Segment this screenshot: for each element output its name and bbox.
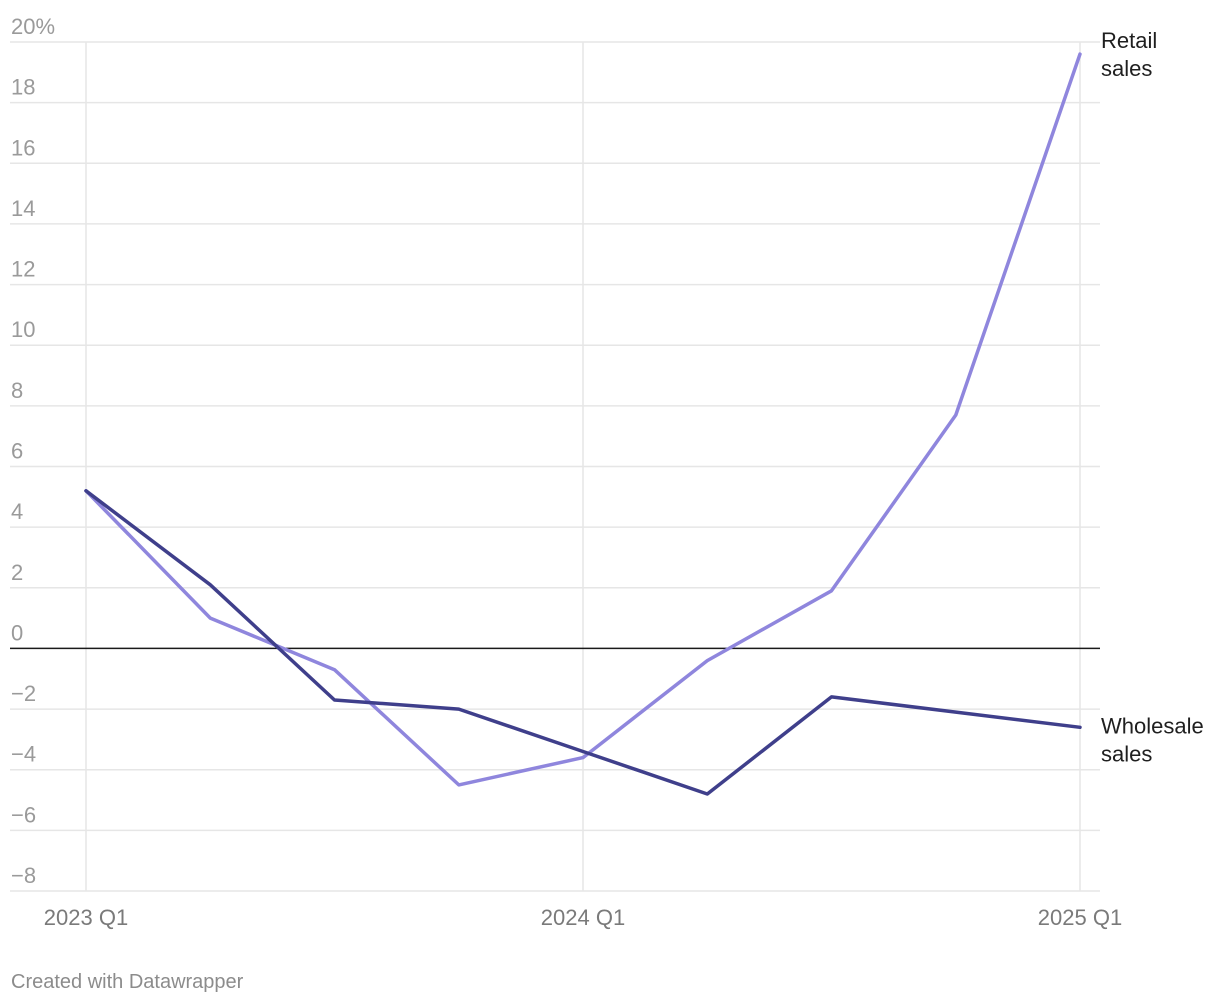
series-line-wholesale-sales	[84, 489, 1082, 796]
y-tick-label: 8	[11, 378, 23, 403]
y-tick-label: 14	[11, 196, 35, 221]
y-tick-label: 6	[11, 439, 23, 464]
horizontal-gridlines	[10, 41, 1100, 892]
y-tick-label: −4	[11, 742, 36, 767]
y-tick-label: 0	[11, 620, 23, 645]
y-tick-label: 4	[11, 499, 23, 524]
x-axis-tick-labels: 2023 Q1 2024 Q1 2025 Q1	[44, 905, 1122, 930]
y-tick-label: −2	[11, 681, 36, 706]
y-tick-label: 16	[11, 135, 35, 160]
y-tick-label: 12	[11, 257, 35, 282]
series-label-line: sales	[1101, 741, 1152, 766]
series-label-line: sales	[1101, 56, 1152, 81]
vertical-gridlines	[85, 42, 1081, 891]
y-tick-label: −8	[11, 863, 36, 888]
series-label-wholesale-sales: Wholesale sales	[1101, 713, 1204, 766]
y-tick-label: −6	[11, 802, 36, 827]
series-line-retail-sales	[84, 52, 1082, 787]
series-lines	[84, 52, 1082, 796]
y-tick-label: 18	[11, 75, 35, 100]
y-tick-label: 10	[11, 317, 35, 342]
series-label-retail-sales: Retail sales	[1101, 28, 1157, 81]
line-chart: 20% 18 16 14 12 10 8 6 4 2 0 −2 −4 −6 −8 2023 Q1 2024 Q…	[10, 14, 1204, 930]
x-tick-label: 2025 Q1	[1038, 905, 1122, 930]
series-label-line: Wholesale	[1101, 713, 1204, 738]
y-tick-label: 2	[11, 560, 23, 585]
series-label-line: Retail	[1101, 28, 1157, 53]
y-tick-label: 20%	[11, 14, 55, 39]
footer-credit: Created with Datawrapper	[11, 971, 244, 993]
x-tick-label: 2023 Q1	[44, 905, 128, 930]
x-tick-label: 2024 Q1	[541, 905, 625, 930]
y-axis-tick-labels: 20% 18 16 14 12 10 8 6 4 2 0 −2 −4 −6 −8	[11, 14, 55, 888]
series-labels: Retail sales Wholesale sales	[1101, 28, 1204, 766]
